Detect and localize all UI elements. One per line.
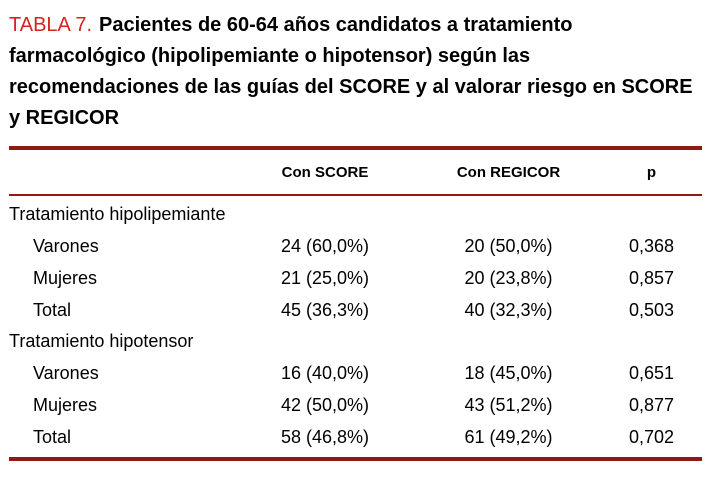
regicor-value: 20 (23,8%) (464, 267, 553, 288)
table-caption: Pacientes de 60-64 años candidatos a tra… (9, 14, 693, 129)
regicor-value: 18 (45,0%) (464, 362, 553, 383)
section-label: Tratamiento hipotensor (9, 331, 194, 351)
table-row: Varones 24 (60,0%) 20 (50,0%) 0,368 (9, 230, 702, 262)
score-value: 42 (50,0%) (280, 394, 370, 415)
score-value: 16 (40,0%) (280, 362, 370, 383)
column-header-score: Con SCORE (281, 163, 369, 181)
p-value: 0,857 (628, 267, 675, 288)
row-label: Mujeres (33, 267, 98, 288)
row-label: Varones (33, 235, 99, 256)
row-label: Varones (33, 362, 99, 383)
table-figure: TABLA 7. Pacientes de 60-64 años candidat… (9, 10, 702, 461)
table-number: TABLA 7. (9, 14, 93, 36)
rule-bottom (9, 457, 702, 461)
row-label: Total (33, 426, 72, 447)
row-label: Mujeres (33, 394, 98, 415)
table-row: Varones 16 (40,0%) 18 (45,0%) 0,651 (9, 357, 702, 389)
p-value: 0,702 (628, 426, 675, 447)
table-row: Mujeres 42 (50,0%) 43 (51,2%) 0,877 (9, 389, 702, 421)
section-header-hipolipemiante: Tratamiento hipolipemiante (9, 199, 702, 230)
table-row: Total 58 (46,8%) 61 (49,2%) 0,702 (9, 421, 702, 453)
p-value: 0,651 (628, 362, 675, 383)
p-value: 0,368 (628, 235, 675, 256)
table-body: Tratamiento hipolipemiante Varones 24 (6… (9, 196, 702, 457)
column-header-p: p (646, 163, 657, 181)
table-row: Total 45 (36,3%) 40 (32,3%) 0,503 (9, 294, 702, 326)
table-row: Mujeres 21 (25,0%) 20 (23,8%) 0,857 (9, 262, 702, 294)
rule-header-bottom (9, 194, 702, 196)
regicor-value: 61 (49,2%) (464, 426, 553, 447)
column-header-regicor: Con REGICOR (456, 163, 561, 181)
table-header-row: Con SCORE Con REGICOR p (9, 150, 702, 194)
p-value: 0,877 (628, 394, 675, 415)
regicor-value: 20 (50,0%) (464, 235, 553, 256)
table-title: TABLA 7. Pacientes de 60-64 años candidat… (9, 10, 702, 134)
score-value: 24 (60,0%) (280, 235, 370, 256)
regicor-value: 43 (51,2%) (464, 394, 553, 415)
p-value: 0,503 (628, 299, 675, 320)
section-header-hipotensor: Tratamiento hipotensor (9, 326, 702, 357)
row-label: Total (33, 299, 72, 320)
regicor-value: 40 (32,3%) (464, 299, 553, 320)
score-value: 45 (36,3%) (280, 299, 370, 320)
score-value: 58 (46,8%) (280, 426, 370, 447)
section-label: Tratamiento hipolipemiante (9, 204, 226, 224)
rule-top (9, 146, 702, 150)
score-value: 21 (25,0%) (280, 267, 370, 288)
